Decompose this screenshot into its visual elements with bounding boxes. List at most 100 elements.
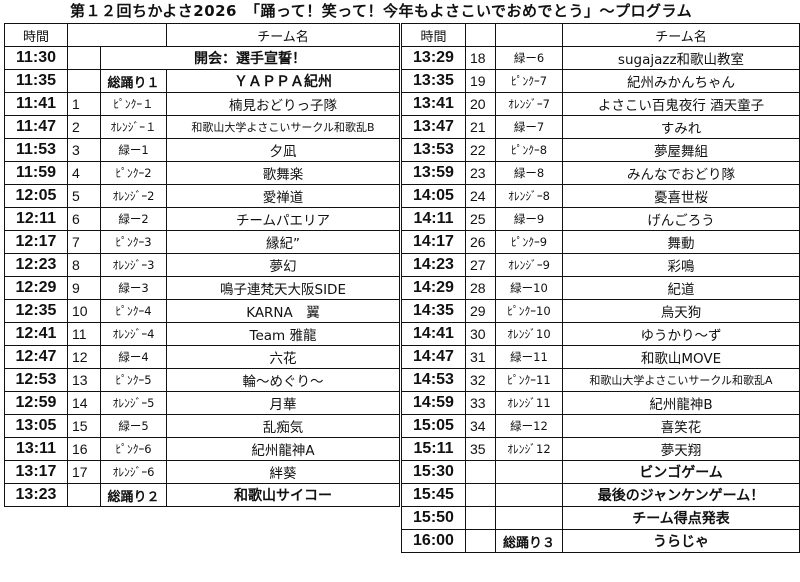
group-label-cell: ﾋﾟﾝｸｰ6 [100,437,167,461]
time-cell: 12:53 [4,368,68,392]
order-number-cell: 5 [67,184,101,208]
header-blank [465,23,496,47]
time-cell: 12:29 [4,276,68,300]
order-number-cell: 7 [67,230,101,254]
table-row: 14:29 28 緑ー10 紀道 [401,276,800,300]
time-cell: 12:47 [4,345,68,369]
time-cell: 14:59 [401,391,466,415]
time-cell: 12:35 [4,299,68,323]
order-number-cell: 22 [465,138,496,162]
time-cell: 12:05 [4,184,68,208]
team-name-cell: ＹＡＰＰＡ紀州 [166,69,400,93]
time-cell: 13:29 [401,46,466,70]
order-number-cell [465,529,496,553]
group-label-cell: 緑ー6 [495,46,563,70]
team-name-cell: sugajazz和歌山教室 [562,46,800,70]
table-row: 16:00 総踊り３ うらじゃ [401,529,800,553]
time-cell: 16:00 [401,529,466,553]
group-label-cell: ｵﾚﾝｼﾞｰ１ [100,115,167,139]
order-number-cell: 21 [465,115,496,139]
group-label-cell: ｵﾚﾝｼﾞ11 [495,391,563,415]
order-number-cell: 32 [465,368,496,392]
group-label-cell: 緑ー3 [100,276,167,300]
table-row: 11:59 4 ﾋﾟﾝｸｰ2 歌舞楽 [4,161,400,185]
group-label-cell: ｵﾚﾝｼﾞｰ3 [100,253,167,277]
time-cell: 11:47 [4,115,68,139]
team-name-cell: 紀道 [562,276,800,300]
group-label-cell: 緑ー11 [495,345,563,369]
header-time: 時間 [4,23,68,47]
time-cell: 14:05 [401,184,466,208]
table-row: 12:05 5 ｵﾚﾝｼﾞｰ2 愛禅道 [4,184,400,208]
group-label-cell: ﾋﾟﾝｸｰ3 [100,230,167,254]
time-cell: 11:35 [4,69,68,93]
table-row: 13:05 15 緑ー5 乱痴気 [4,414,400,438]
time-cell: 14:11 [401,207,466,231]
team-name-cell: 和歌山大学よさこいサークル和歌乱A [562,368,800,392]
team-name-cell: ゆうかり～ず [562,322,800,346]
group-label-cell: ｵﾚﾝｼﾞ12 [495,437,563,461]
team-name-cell: 絆葵 [166,460,400,484]
group-label-cell: ﾋﾟﾝｸｰ8 [495,138,563,162]
table-row: 15:11 35 ｵﾚﾝｼﾞ12 夢天翔 [401,437,800,461]
schedule-table-left: 時間 チーム名 11:30 開会：選手宣誓！ 11:35 総踊り１ ＹＡＰＰＡ紀州 11:… [4,23,400,507]
table-row: 12:35 10 ﾋﾟﾝｸｰ4 KARNA 翼 [4,299,400,323]
table-row: 13:59 23 緑ー8 みんなでおどり隊 [401,161,800,185]
team-name-cell: 鳴子連梵天大阪SIDE [166,276,400,300]
order-number-cell [465,506,496,530]
order-number-cell: 6 [67,207,101,231]
order-number-cell: 18 [465,46,496,70]
order-number-cell [465,460,496,484]
table-row: 15:05 34 緑ー12 喜笑花 [401,414,800,438]
time-cell: 11:53 [4,138,68,162]
group-label-cell: 緑ー8 [495,161,563,185]
table-row: 13:47 21 緑ー7 すみれ [401,115,800,139]
header-team: チーム名 [166,23,400,47]
team-name-cell: Team 雅龍 [166,322,400,346]
table-row: 14:59 33 ｵﾚﾝｼﾞ11 紀州龍神B [401,391,800,415]
team-name-cell: 夢屋舞組 [562,138,800,162]
time-cell: 14:17 [401,230,466,254]
time-cell: 13:41 [401,92,466,116]
order-number-cell: 1 [67,92,101,116]
header-time: 時間 [401,23,466,47]
event-name-cell: 開会：選手宣誓！ [100,46,400,70]
time-cell: 14:23 [401,253,466,277]
order-number-cell: 3 [67,138,101,162]
group-label-cell: 緑ー12 [495,414,563,438]
team-name-cell: 月華 [166,391,400,415]
time-cell: 13:17 [4,460,68,484]
table-row: 13:53 22 ﾋﾟﾝｸｰ8 夢屋舞組 [401,138,800,162]
time-cell: 15:11 [401,437,466,461]
team-name-cell: 烏天狗 [562,299,800,323]
group-label-cell [495,460,563,484]
order-number-cell: 13 [67,368,101,392]
time-cell: 11:41 [4,92,68,116]
team-name-cell: 紀州みかんちゃん [562,69,800,93]
order-number-cell: 20 [465,92,496,116]
table-row: 11:47 2 ｵﾚﾝｼﾞｰ１ 和歌山大学よさこいサークル和歌乱B [4,115,400,139]
order-number-cell [67,69,101,93]
group-label-cell: 緑ー5 [100,414,167,438]
team-name-cell: ビンゴゲーム [562,460,800,484]
schedule-table-right: 時間 チーム名 13:29 18 緑ー6 sugajazz和歌山教室 13:35 19 ﾋﾟ… [401,23,800,553]
order-number-cell: 12 [67,345,101,369]
group-label-cell: ｵﾚﾝｼﾞｰ5 [100,391,167,415]
time-cell: 14:41 [401,322,466,346]
team-name-cell: 夢天翔 [562,437,800,461]
time-cell: 13:35 [401,69,466,93]
group-label-cell: 緑ー9 [495,207,563,231]
group-label-cell: ﾋﾟﾝｸｰ11 [495,368,563,392]
time-cell: 12:23 [4,253,68,277]
order-number-cell: 23 [465,161,496,185]
team-name-cell: 和歌山サイコー [166,483,400,507]
table-row: 15:30 ビンゴゲーム [401,460,800,484]
time-cell: 13:05 [4,414,68,438]
table-header: 時間 チーム名 [4,23,400,47]
order-number-cell: 25 [465,207,496,231]
group-label-cell: 総踊り３ [495,529,563,553]
team-name-cell: チーム得点発表 [562,506,800,530]
time-cell: 12:41 [4,322,68,346]
time-cell: 11:59 [4,161,68,185]
team-name-cell: みんなでおどり隊 [562,161,800,185]
